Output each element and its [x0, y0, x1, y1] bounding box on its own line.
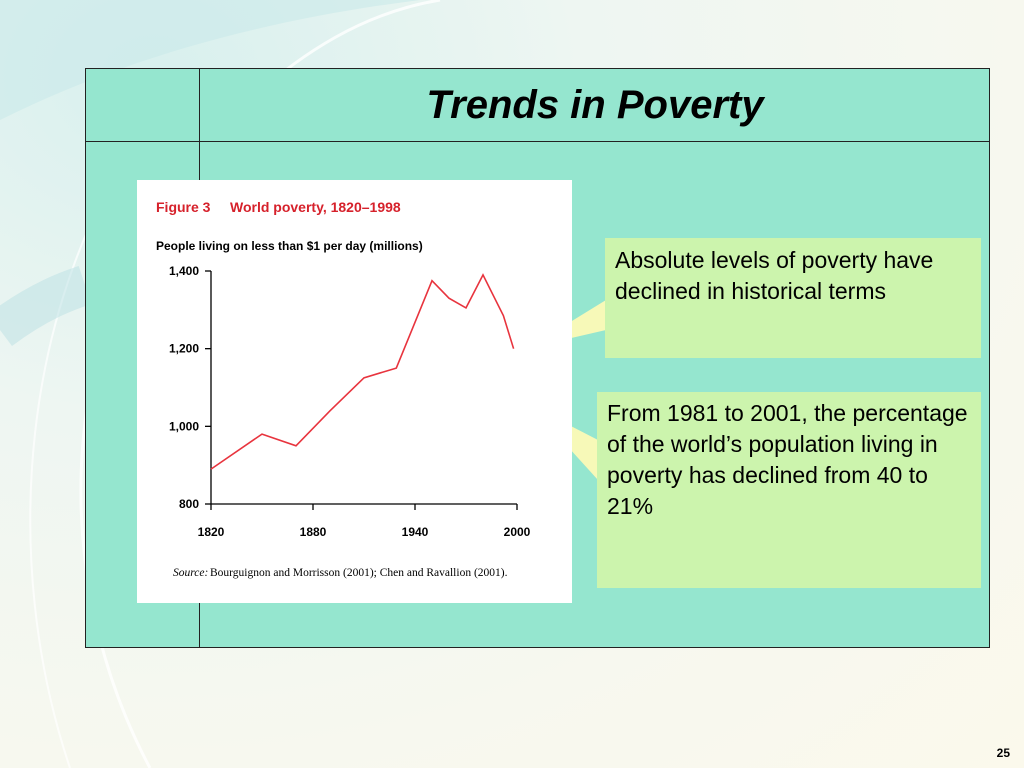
poverty-chart-figure: Figure 3 World poverty, 1820–1998 People… — [137, 180, 572, 603]
y-tick-label: 1,000 — [169, 419, 199, 433]
x-tick-label: 1880 — [300, 525, 327, 539]
table-divider-horizontal — [86, 141, 989, 142]
chart-ticks: 800 1,000 1,200 1,400 1820 1880 1940 2000 — [169, 264, 531, 539]
y-tick-label: 800 — [179, 497, 199, 511]
callout-absolute-poverty: Absolute levels of poverty have declined… — [605, 238, 981, 358]
poverty-series-line — [210, 273, 515, 470]
page-number: 25 — [996, 746, 1010, 760]
chart-subtitle: People living on less than $1 per day (m… — [156, 239, 423, 253]
x-tick-label: 2000 — [504, 525, 531, 539]
figure-label: Figure 3 — [156, 199, 211, 215]
source-text: Bourguignon and Morrisson (2001); Chen a… — [210, 567, 508, 579]
chart-title: World poverty, 1820–1998 — [230, 199, 401, 215]
source-label: Source: — [173, 567, 208, 579]
x-tick-label: 1940 — [402, 525, 429, 539]
slide-title: Trends in Poverty — [426, 82, 764, 127]
x-tick-label: 1820 — [198, 525, 225, 539]
y-tick-label: 1,200 — [169, 342, 199, 356]
poverty-line-chart: Figure 3 World poverty, 1820–1998 People… — [156, 199, 531, 579]
chart-axes — [210, 271, 517, 505]
callout-percentage-poverty: From 1981 to 2001, the percentage of the… — [597, 392, 981, 588]
y-tick-label: 1,400 — [169, 264, 199, 278]
